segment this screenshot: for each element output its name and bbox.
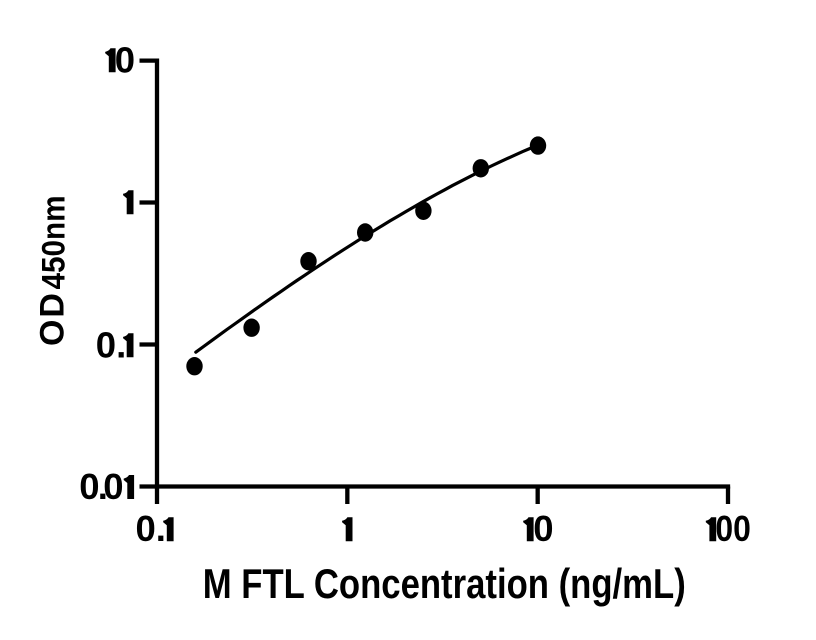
svg-text:0.: 0. (136, 508, 166, 549)
svg-text:450nm: 450nm (36, 195, 72, 289)
svg-text:0.0: 0.0 (79, 466, 123, 507)
svg-text:0: 0 (533, 508, 553, 549)
svg-text:00: 00 (715, 508, 751, 549)
svg-text:0.: 0. (96, 324, 126, 365)
svg-text:0: 0 (115, 39, 135, 80)
svg-text:M FTL Concentration (ng/mL): M FTL Concentration (ng/mL) (203, 560, 686, 607)
